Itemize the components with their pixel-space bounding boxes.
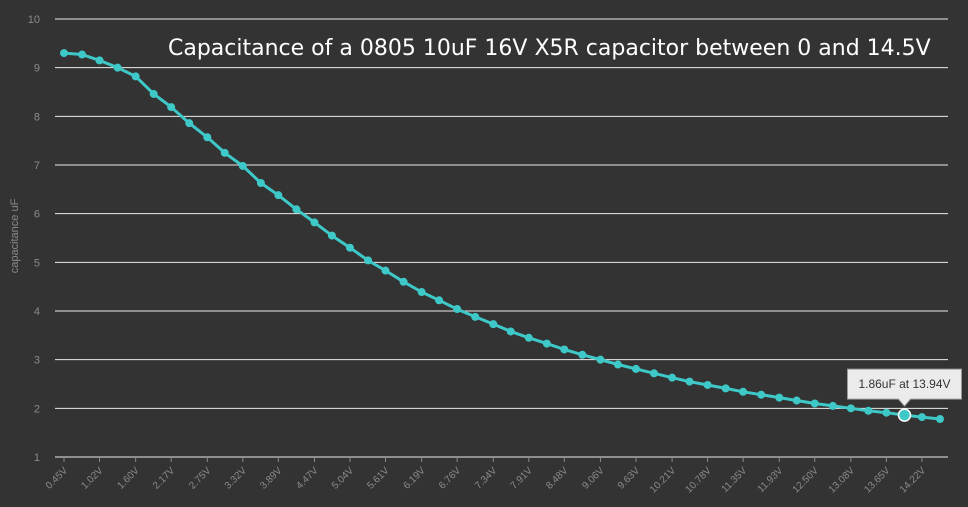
data-point[interactable] [399, 277, 408, 286]
y-tick-label: 7 [34, 160, 40, 172]
x-tick-label: 14.22V [898, 465, 928, 495]
x-tick-label: 6.19V [401, 465, 427, 491]
data-point[interactable] [685, 377, 694, 386]
x-tick-label: 1.02V [79, 465, 105, 491]
data-point[interactable] [471, 312, 480, 321]
x-tick-label: 11.35V [720, 465, 750, 495]
x-tick-label: 5.04V [330, 465, 356, 491]
data-point[interactable] [292, 205, 301, 214]
x-tick-label: 9.63V [616, 465, 642, 491]
y-tick-label: 6 [34, 209, 40, 221]
x-tick-label: 6.76V [437, 465, 463, 491]
tooltip: 1.86uF at 13.94V [846, 368, 962, 407]
data-point[interactable] [256, 179, 265, 188]
x-tick-label: 10.78V [684, 465, 714, 495]
x-tick-label: 12.50V [791, 465, 821, 495]
series-capacitance [60, 49, 944, 424]
y-tick-label: 9 [34, 63, 40, 75]
data-point[interactable] [220, 148, 229, 157]
data-point[interactable] [542, 339, 551, 348]
data-point[interactable] [185, 119, 194, 128]
x-tick-label: 10.21V [648, 465, 678, 495]
x-axis-ticks: 0.45V 1.02V 1.60V 2.17V 2.75V 3.32V 3.89V 4.47V… [44, 457, 928, 496]
x-tick-label: 11.93V [756, 465, 786, 495]
highlighted-data-point[interactable] [897, 408, 912, 422]
data-point[interactable] [381, 266, 390, 275]
x-tick-label: 13.65V [862, 465, 892, 495]
y-tick-label: 5 [34, 257, 40, 269]
y-tick-label: 4 [34, 306, 40, 318]
data-point[interactable] [274, 191, 283, 200]
x-tick-label: 13.08V [827, 465, 857, 495]
tooltip-box [846, 368, 962, 407]
y-tick-label: 1 [34, 452, 40, 464]
data-point[interactable] [631, 364, 640, 373]
data-point[interactable] [560, 345, 569, 354]
data-point[interactable] [167, 103, 176, 112]
data-point[interactable] [828, 401, 837, 410]
data-point[interactable] [739, 387, 748, 396]
data-point[interactable] [757, 390, 766, 399]
series-line [63, 51, 941, 421]
data-point[interactable] [203, 133, 212, 142]
data-point[interactable] [936, 415, 944, 424]
data-point[interactable] [792, 396, 801, 405]
data-point[interactable] [846, 404, 855, 413]
data-point[interactable] [917, 413, 926, 422]
data-point[interactable] [149, 89, 158, 98]
data-point[interactable] [113, 63, 122, 72]
x-tick-label: 9.06V [580, 465, 606, 491]
data-point[interactable] [703, 380, 712, 389]
data-point[interactable] [60, 49, 68, 58]
x-tick-label: 3.89V [258, 465, 284, 491]
data-point[interactable] [364, 256, 373, 265]
data-point[interactable] [650, 369, 659, 378]
data-point[interactable] [524, 333, 533, 342]
data-point[interactable] [613, 360, 622, 369]
data-point[interactable] [310, 218, 319, 227]
x-tick-label: 7.91V [509, 465, 535, 491]
data-point[interactable] [668, 373, 677, 382]
data-point[interactable] [327, 231, 336, 240]
data-point[interactable] [238, 161, 247, 170]
data-point[interactable] [721, 384, 730, 393]
data-point[interactable] [131, 72, 140, 81]
y-tick-label: 8 [34, 111, 40, 123]
y-tick-label: 3 [34, 355, 40, 367]
x-tick-label: 2.75V [187, 465, 213, 491]
x-tick-label: 4.47V [294, 465, 320, 491]
data-point[interactable] [453, 305, 462, 314]
grid-lines [55, 18, 948, 458]
data-point[interactable] [435, 296, 444, 305]
x-tick-label: 2.17V [151, 465, 177, 491]
data-point[interactable] [78, 50, 87, 59]
y-tick-label: 10 [28, 14, 40, 26]
y-tick-label: 2 [34, 403, 40, 415]
data-point[interactable] [489, 320, 498, 329]
x-tick-label: 7.34V [473, 465, 499, 491]
data-point[interactable] [417, 288, 426, 297]
chart-title: Capacitance of a 0805 10uF 16V X5R capac… [168, 36, 931, 61]
data-point[interactable] [596, 355, 605, 364]
data-point[interactable] [775, 393, 784, 402]
x-tick-label: 5.61V [365, 465, 391, 491]
data-point[interactable] [810, 399, 819, 408]
x-tick-label: 3.32V [223, 465, 249, 491]
y-axis-title: capacitance uF [9, 198, 21, 273]
data-point[interactable] [882, 408, 891, 417]
y-axis-ticks: 1 2 3 4 5 6 7 8 9 10 [28, 14, 40, 464]
data-point[interactable] [95, 56, 104, 65]
x-tick-label: 1.60V [116, 465, 142, 491]
x-tick-label: 8.48V [544, 465, 570, 491]
data-point[interactable] [864, 406, 873, 415]
tooltip-text: 1.86uF at 13.94V [858, 377, 950, 391]
data-point[interactable] [506, 327, 515, 336]
data-point[interactable] [345, 243, 354, 252]
data-point[interactable] [578, 350, 587, 359]
x-tick-label: 0.45V [44, 465, 70, 491]
